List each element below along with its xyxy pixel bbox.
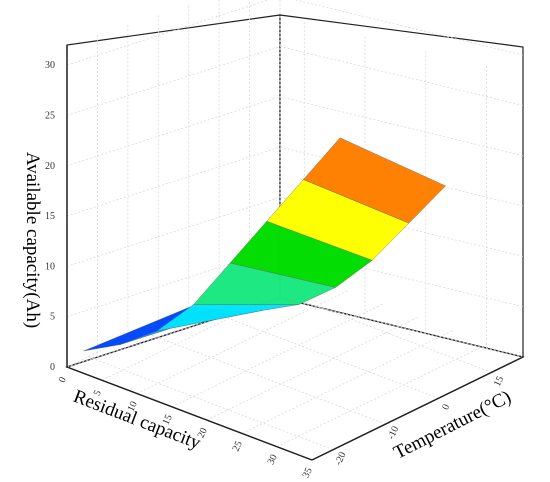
z-axis-ticks: 0 5 10 15 20 25 30 (45, 60, 55, 373)
y-tick-label: -20 (333, 450, 349, 467)
z-grid-left (66, 46, 281, 116)
z-tick-label: 0 (50, 362, 55, 373)
x-tick-label: 30 (266, 453, 280, 467)
z-axis-label: Available capacity(Ah) (22, 152, 43, 328)
x-grid (101, 276, 314, 381)
z-tick-label: 20 (45, 161, 55, 172)
x-tick-label: 10 (126, 400, 140, 414)
x-grid (241, 330, 454, 434)
z-grid-right (279, 46, 524, 106)
z-grid-left (66, 297, 281, 368)
z-grid-right (279, 297, 524, 358)
front-left-edge (66, 366, 313, 461)
z-grid-left (66, 247, 281, 318)
z-tick-label: 10 (45, 261, 55, 272)
z-grid-right (294, 0, 524, 56)
y-axis-ticks: -20 -10 0 15 (333, 375, 506, 467)
y-tick-label: 0 (440, 403, 452, 412)
surface (83, 137, 446, 352)
x-tick-label: 35 (301, 466, 315, 480)
axes (66, 45, 524, 461)
front-right-edge (311, 356, 524, 461)
x-tick-label: 15 (161, 413, 175, 427)
x-tick-label: 5 (92, 389, 104, 398)
x-tick-label: 25 (231, 440, 245, 454)
y-tick-label: 15 (492, 375, 506, 389)
x-grid (136, 290, 349, 394)
x-grid (171, 303, 384, 408)
z-tick-label: 25 (45, 110, 55, 121)
x-grid (276, 343, 489, 448)
y-tick-label: -10 (386, 425, 402, 442)
z-grid-right (279, 96, 524, 157)
z-tick-label: 30 (45, 60, 55, 71)
surface-patch (303, 137, 446, 224)
z-tick-label: 5 (50, 312, 55, 323)
z-tick-label: 15 (45, 211, 55, 222)
x-axis-ticks: 0 5 10 15 20 25 30 35 (57, 375, 315, 479)
x-tick-label: 0 (57, 375, 69, 384)
z-grid-left (66, 0, 270, 66)
x-grid (206, 316, 419, 421)
x-tick-label: 20 (196, 426, 210, 440)
z-grid-left (66, 96, 281, 167)
z-grid-left (66, 146, 281, 217)
z-grid-left (66, 196, 281, 267)
